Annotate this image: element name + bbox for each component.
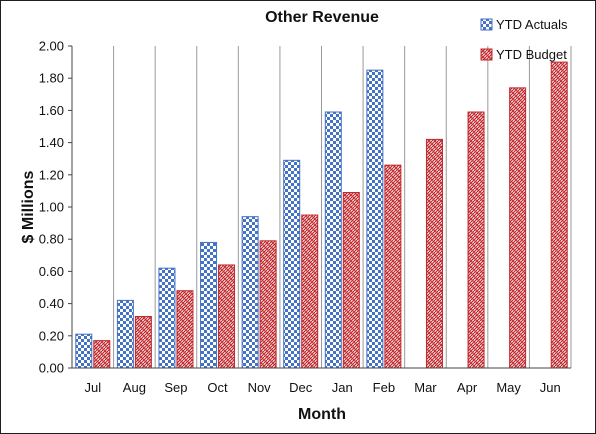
x-tick-label: Aug [123,380,146,395]
y-tick-label: 0.00 [39,361,64,376]
legend-swatch-budget [480,48,493,61]
x-tick-label: Feb [373,380,395,395]
x-axis-title: Month [298,406,346,423]
bar-budget-apr [467,111,485,369]
x-tick-label: Nov [248,380,272,395]
bar-actuals-aug [116,299,134,369]
x-tick-labels: Jul Aug Sep Oct Nov Dec Jan Feb Mar Apr May Jun [84,380,560,395]
y-axis-title: $ Millions [20,170,37,243]
bar-budget-aug [134,315,152,369]
y-tick-label: 0.80 [39,232,64,247]
bar-budget-sep [176,290,194,369]
axis-layer [68,45,571,369]
x-tick-label: Mar [414,380,437,395]
y-tick-label: 1.20 [39,167,64,182]
x-tick-label: Apr [457,380,478,395]
bars-layer [75,61,568,369]
bar-budget-mar [425,138,443,369]
bar-budget-nov [259,240,277,369]
y-tick-label: 1.40 [39,135,64,150]
bar-actuals-oct [200,241,218,369]
chart-title: Other Revenue [265,9,379,26]
bar-actuals-dec [283,159,301,369]
x-tick-label: Dec [289,380,313,395]
x-tick-label: Oct [207,380,228,395]
legend: YTD Actuals YTD Budget [480,17,568,62]
bar-budget-dec [301,214,319,369]
y-tick-label: 0.40 [39,296,64,311]
x-tick-label: Sep [164,380,187,395]
bar-budget-jan [342,192,360,369]
y-tick-labels: 0.00 0.20 0.40 0.60 0.80 1.00 1.20 1.40 1.60 1.80… [39,39,64,376]
y-tick-label: 1.60 [39,103,64,118]
y-tick-label: 0.60 [39,264,64,279]
bar-actuals-jan [324,111,342,369]
y-tick-label: 2.00 [39,39,64,54]
x-tick-label: May [496,380,521,395]
y-tick-label: 1.80 [39,71,64,86]
bar-actuals-sep [158,267,176,369]
bar-actuals-feb [366,69,384,369]
bar-actuals-jul [75,333,93,369]
bar-actuals-nov [241,216,259,369]
x-tick-label: Jun [540,380,561,395]
bar-budget-may [509,87,527,369]
x-tick-label: Jul [84,380,101,395]
x-tick-label: Jan [332,380,353,395]
legend-swatch-actuals [480,18,493,31]
legend-label-budget: YTD Budget [496,47,567,62]
legend-label-actuals: YTD Actuals [496,17,568,32]
bar-budget-jun [550,61,568,369]
y-tick-label: 1.00 [39,200,64,215]
bar-budget-feb [384,164,402,369]
bar-budget-jul [93,340,111,369]
y-tick-label: 0.20 [39,328,64,343]
grid-layer [113,46,572,368]
bar-budget-oct [218,264,236,369]
